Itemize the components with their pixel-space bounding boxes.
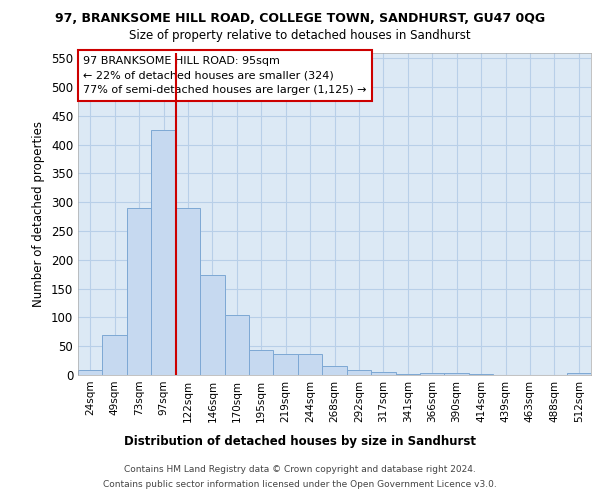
Bar: [347, 370, 371, 375]
Bar: [298, 354, 322, 375]
Text: Size of property relative to detached houses in Sandhurst: Size of property relative to detached ho…: [129, 29, 471, 42]
Bar: [249, 350, 274, 375]
Bar: [322, 366, 347, 375]
Y-axis label: Number of detached properties: Number of detached properties: [32, 120, 46, 306]
Bar: [151, 130, 176, 375]
Bar: [200, 276, 224, 375]
Bar: [395, 374, 420, 375]
Text: Distribution of detached houses by size in Sandhurst: Distribution of detached houses by size …: [124, 435, 476, 448]
Bar: [127, 208, 151, 375]
Bar: [445, 372, 469, 375]
Bar: [274, 354, 298, 375]
Bar: [566, 374, 591, 375]
Text: 97 BRANKSOME HILL ROAD: 95sqm
← 22% of detached houses are smaller (324)
77% of : 97 BRANKSOME HILL ROAD: 95sqm ← 22% of d…: [83, 56, 367, 96]
Bar: [103, 334, 127, 375]
Bar: [420, 372, 445, 375]
Bar: [371, 372, 395, 375]
Text: Contains HM Land Registry data © Crown copyright and database right 2024.: Contains HM Land Registry data © Crown c…: [124, 465, 476, 474]
Bar: [224, 314, 249, 375]
Bar: [176, 208, 200, 375]
Text: Contains public sector information licensed under the Open Government Licence v3: Contains public sector information licen…: [103, 480, 497, 489]
Text: 97, BRANKSOME HILL ROAD, COLLEGE TOWN, SANDHURST, GU47 0QG: 97, BRANKSOME HILL ROAD, COLLEGE TOWN, S…: [55, 12, 545, 24]
Bar: [78, 370, 103, 375]
Bar: [469, 374, 493, 375]
